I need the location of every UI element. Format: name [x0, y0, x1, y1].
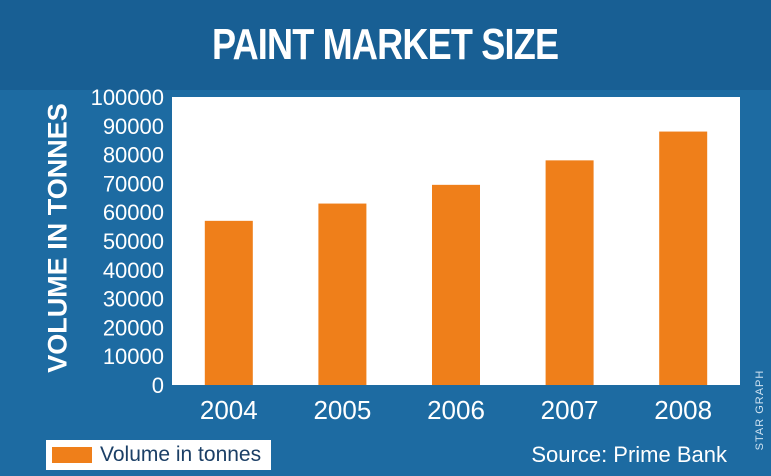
x-tick-label: 2005	[313, 395, 371, 425]
x-tick-label: 2006	[427, 395, 485, 425]
x-tick-label: 2004	[200, 395, 258, 425]
y-tick-label: 90000	[103, 114, 164, 139]
y-tick-label: 40000	[103, 258, 164, 283]
y-tick-label: 0	[152, 373, 164, 398]
graph-credit: STAR GRAPH	[754, 369, 766, 451]
y-tick-label: 30000	[103, 287, 164, 312]
bar	[204, 220, 253, 385]
y-tick-label: 60000	[103, 200, 164, 225]
y-axis-label: VOLUME IN TONNES	[42, 103, 73, 373]
y-tick-label: 50000	[103, 229, 164, 254]
legend-swatch	[52, 447, 92, 463]
y-tick-label: 20000	[103, 315, 164, 340]
legend: Volume in tonnes	[46, 440, 272, 470]
x-tick-label: 2007	[541, 395, 599, 425]
source-note: Source: Prime Bank	[531, 442, 727, 467]
bar	[545, 160, 594, 385]
y-tick-label: 100000	[91, 85, 164, 110]
y-tick-label: 70000	[103, 171, 164, 196]
y-tick-label: 80000	[103, 143, 164, 168]
y-tick-label: 10000	[103, 344, 164, 369]
bar	[318, 203, 367, 385]
legend-label: Volume in tonnes	[100, 443, 262, 466]
bar	[659, 131, 708, 385]
x-tick-label: 2008	[654, 395, 712, 425]
chart-title: PAINT MARKET SIZE	[212, 20, 559, 69]
title-band: PAINT MARKET SIZE	[0, 0, 771, 90]
bar	[432, 184, 480, 385]
